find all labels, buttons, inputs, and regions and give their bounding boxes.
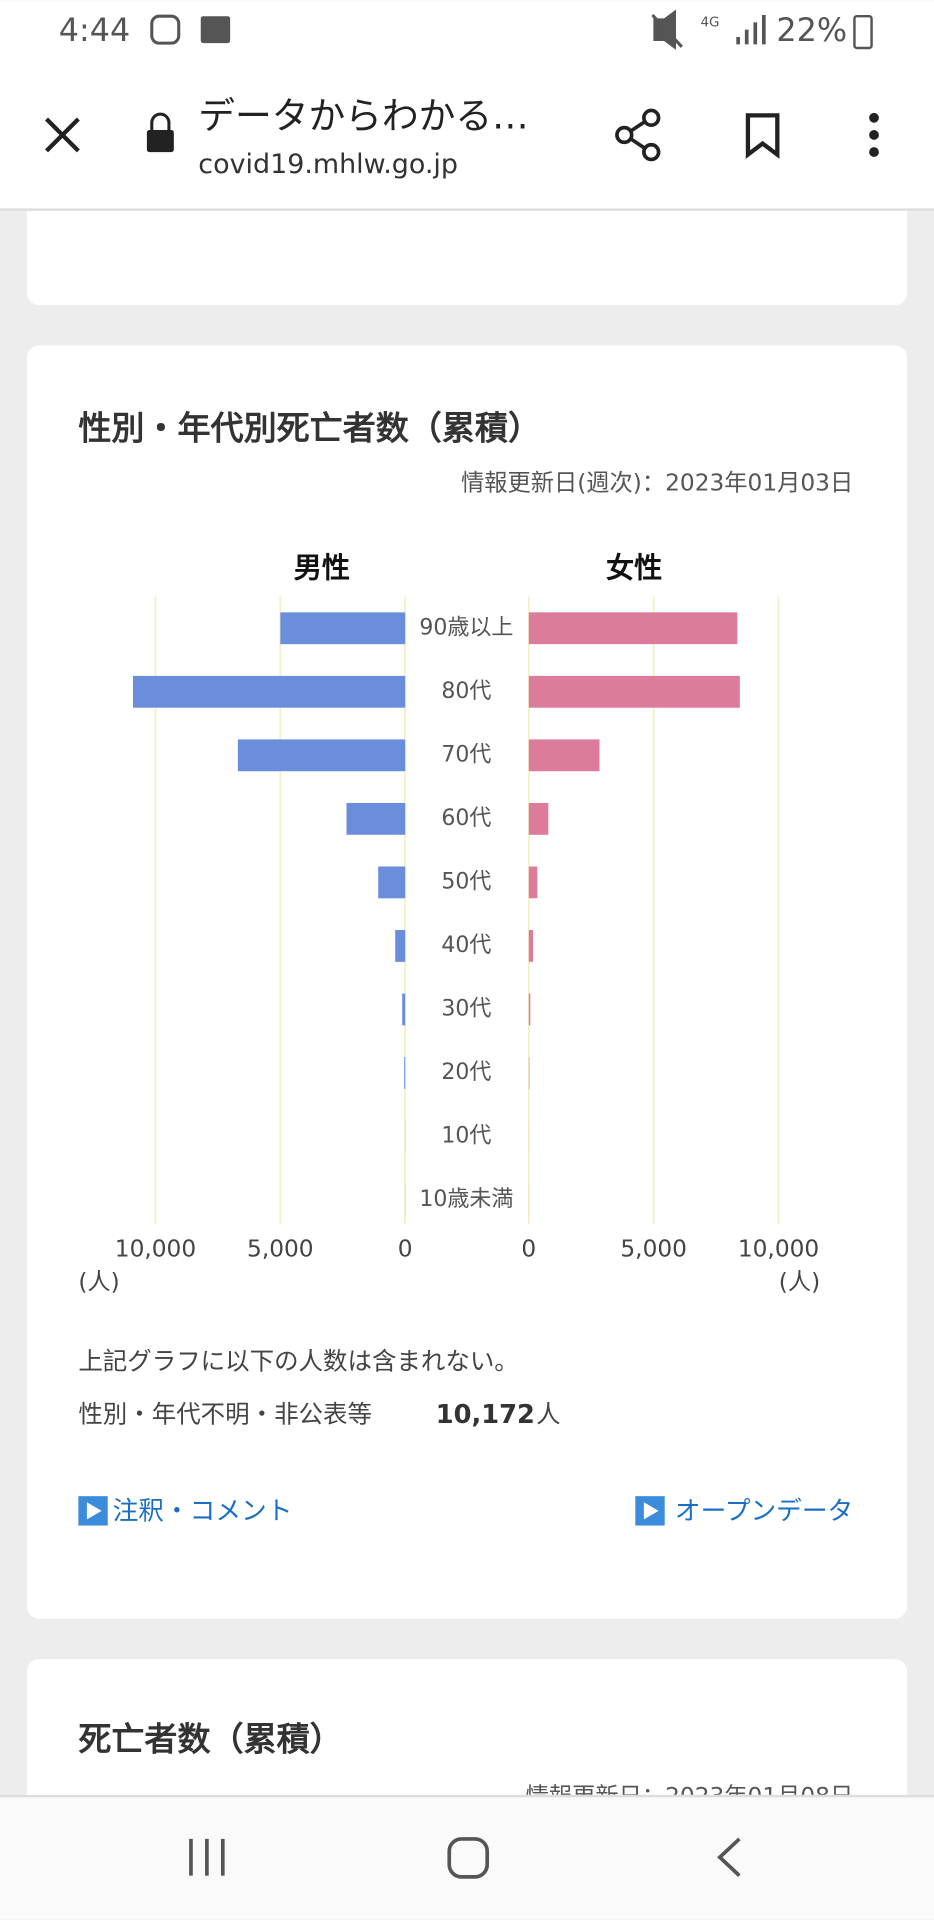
x-unit: (人)	[779, 1269, 820, 1296]
y-tick-label: 90歳以上	[419, 615, 513, 640]
note-unit: 人	[536, 1399, 560, 1428]
x-tick-label: 0	[398, 1236, 413, 1263]
note-count: 10,172	[436, 1400, 535, 1430]
share-button[interactable]	[615, 108, 661, 162]
bar	[280, 612, 406, 645]
bar	[404, 1057, 406, 1089]
page-title: データからわかる…	[198, 94, 528, 137]
bar-shadow	[0, 208, 934, 211]
y-tick-label: 30代	[441, 996, 491, 1021]
y-tick-label: 10歳未満	[419, 1187, 513, 1212]
bar	[528, 866, 538, 899]
network: 4G	[700, 15, 719, 30]
chart-subtitle: 情報更新日(週次)：2023年01月03日	[461, 469, 853, 496]
link-comments[interactable]: 注釈・コメント	[78, 1496, 293, 1527]
lock-shackle	[150, 112, 171, 131]
y-tick-label: 70代	[441, 742, 491, 767]
bar	[528, 739, 600, 772]
signal-icon	[736, 14, 766, 45]
bar	[402, 993, 406, 1026]
link-text[interactable]: 注釈・コメント	[113, 1497, 293, 1527]
y-tick-label: 80代	[441, 679, 491, 704]
image-icon	[200, 16, 231, 44]
lock-icon	[146, 130, 174, 153]
nav-bar	[0, 1794, 934, 1920]
menu-button[interactable]	[869, 112, 879, 157]
next-card-title: 死亡者数（累積）	[78, 1719, 342, 1758]
nav-shadow	[0, 1794, 934, 1798]
y-tick-label: 40代	[441, 933, 491, 958]
battery: 22%	[776, 11, 847, 49]
chart-card	[26, 345, 908, 1619]
y-tick-label: 50代	[441, 869, 491, 894]
x-tick-label: 0	[521, 1236, 536, 1263]
close-button[interactable]	[45, 117, 80, 153]
x-unit: (人)	[78, 1269, 119, 1296]
legend-label: 男性	[294, 552, 350, 585]
x-tick-label: 5,000	[247, 1236, 314, 1263]
next-card-subtitle: 情報更新日：2023年01月08日	[526, 1783, 854, 1810]
bookmark-button[interactable]	[745, 113, 780, 159]
bar	[528, 993, 531, 1026]
bar	[237, 739, 406, 772]
y-tick-label: 20代	[441, 1060, 491, 1085]
pyramid-chart: 0 0 5,000 5,000 10,000 10,000 (人) (人) 男性 女性 90歳以上 8…	[78, 552, 820, 1296]
link-text[interactable]: オープンデータ	[675, 1497, 853, 1527]
previous-card	[26, 183, 908, 306]
recents-button[interactable]	[189, 1838, 225, 1876]
home-button[interactable]	[447, 1837, 490, 1879]
top-bar-fill	[0, 183, 934, 210]
back-button[interactable]	[717, 1837, 741, 1877]
bar	[528, 930, 534, 962]
instagram-icon	[150, 14, 181, 45]
x-tick-label: 10,000	[115, 1236, 196, 1263]
link-open-data[interactable]: オープンデータ	[635, 1496, 853, 1527]
bar	[528, 675, 740, 708]
x-tick-label: 5,000	[620, 1236, 687, 1263]
y-tick-label: 10代	[441, 1124, 491, 1149]
url: covid19.mhlw.go.jp	[198, 149, 458, 180]
note-label: 性別・年代不明・非公表等	[78, 1399, 372, 1428]
top-bar	[0, 0, 934, 209]
time: 4:44	[59, 11, 130, 49]
note-text: 上記グラフに以下の人数は含まれない。	[78, 1347, 518, 1376]
bar	[395, 930, 406, 962]
x-tick-label: 10,000	[738, 1236, 819, 1263]
y-tick-label: 60代	[441, 806, 491, 831]
bar	[132, 675, 406, 708]
bar	[528, 612, 738, 645]
bar	[378, 866, 406, 899]
chart-title: 性別・年代別死亡者数（累積）	[78, 408, 541, 447]
battery-icon	[853, 14, 873, 50]
legend-label: 女性	[606, 552, 662, 585]
bar	[346, 802, 406, 835]
link-arrow	[643, 1502, 659, 1520]
mute-icon	[651, 9, 683, 50]
bar	[528, 802, 549, 835]
link-arrow	[86, 1502, 102, 1520]
